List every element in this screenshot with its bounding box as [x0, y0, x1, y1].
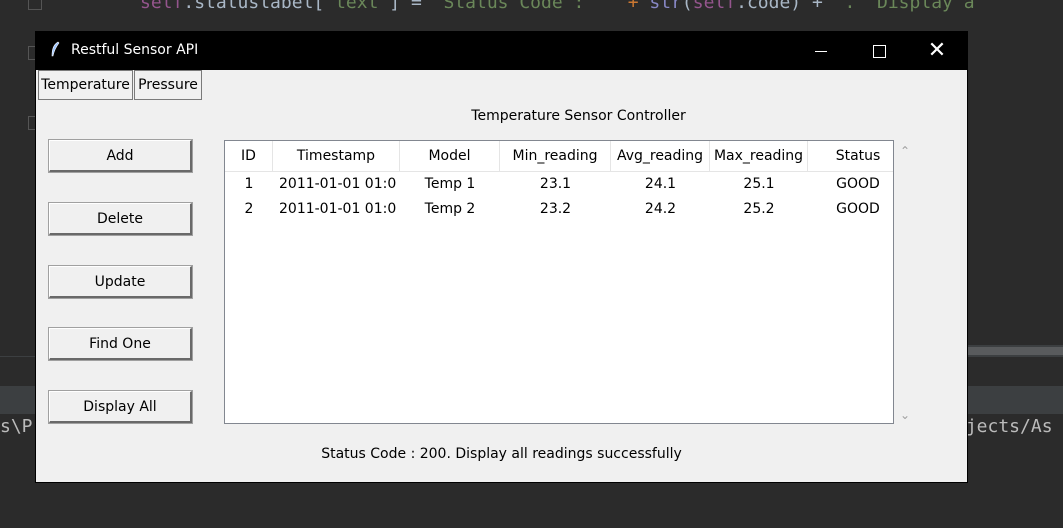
maximize-button[interactable] [850, 32, 908, 70]
window-title: Restful Sensor API [71, 42, 199, 58]
close-button[interactable]: ✕ [908, 32, 966, 70]
cell-model: Temp 1 [424, 176, 476, 192]
cell-min-reading: 23.2 [539, 201, 572, 217]
scroll-down-icon[interactable]: ⌄ [899, 408, 911, 422]
cell-max-reading: 25.2 [743, 201, 775, 217]
tab-pressure[interactable]: Pressure [134, 70, 202, 100]
table-header: ID Timestamp Model Min_reading Avg_readi… [225, 141, 893, 172]
app-window: Restful Sensor API ✕ Temperature Pressur… [36, 32, 967, 482]
ide-console-text-left: s\P [0, 416, 33, 437]
add-button[interactable]: Add [49, 140, 192, 172]
cell-timestamp: 2011-01-01 01:02:02 [279, 201, 397, 217]
cell-model: Temp 2 [424, 201, 476, 217]
minimize-icon [815, 51, 827, 52]
scroll-up-icon[interactable]: ⌃ [899, 144, 911, 158]
ide-code-line: self.statuslabel["text"] = "Status Code … [140, 0, 975, 13]
fold-icon [28, 0, 42, 10]
cell-max-reading: 25.1 [743, 176, 775, 192]
find-one-button[interactable]: Find One [49, 328, 192, 360]
cell-status: GOOD [836, 176, 880, 192]
cell-id: 1 [244, 176, 254, 192]
maximize-icon [872, 45, 886, 58]
cell-avg-reading: 24.2 [644, 201, 677, 217]
cell-avg-reading: 24.1 [644, 176, 677, 192]
column-header-avg-reading[interactable]: Avg_reading [611, 141, 710, 171]
close-icon: ✕ [927, 38, 947, 63]
cell-timestamp: 2011-01-01 01:01:01 [279, 176, 397, 192]
column-header-status[interactable]: Status [835, 148, 881, 164]
update-button[interactable]: Update [49, 266, 192, 298]
column-header-id[interactable]: ID [225, 141, 273, 171]
ide-console-text-right: ojects/As [955, 416, 1053, 437]
ide-scrollbar-thumb[interactable] [966, 347, 1063, 355]
title-bar[interactable]: Restful Sensor API ✕ [36, 32, 967, 70]
column-header-max-reading[interactable]: Max_reading [710, 141, 808, 171]
status-label: Status Code : 200. Display all readings … [321, 446, 682, 462]
cell-min-reading: 23.1 [539, 176, 572, 192]
display-all-button[interactable]: Display All [49, 391, 192, 423]
feather-icon [50, 41, 60, 61]
delete-button[interactable]: Delete [49, 203, 192, 235]
cell-status: GOOD [836, 201, 880, 217]
page-title: Temperature Sensor Controller [471, 108, 686, 124]
column-header-timestamp[interactable]: Timestamp [273, 141, 400, 171]
tab-temperature[interactable]: Temperature [38, 70, 133, 100]
readings-table[interactable]: ID Timestamp Model Min_reading Avg_readi… [224, 140, 894, 424]
cell-id: 2 [244, 201, 254, 217]
minimize-button[interactable] [792, 32, 850, 70]
column-header-min-reading[interactable]: Min_reading [500, 141, 611, 171]
column-header-model[interactable]: Model [400, 141, 500, 171]
